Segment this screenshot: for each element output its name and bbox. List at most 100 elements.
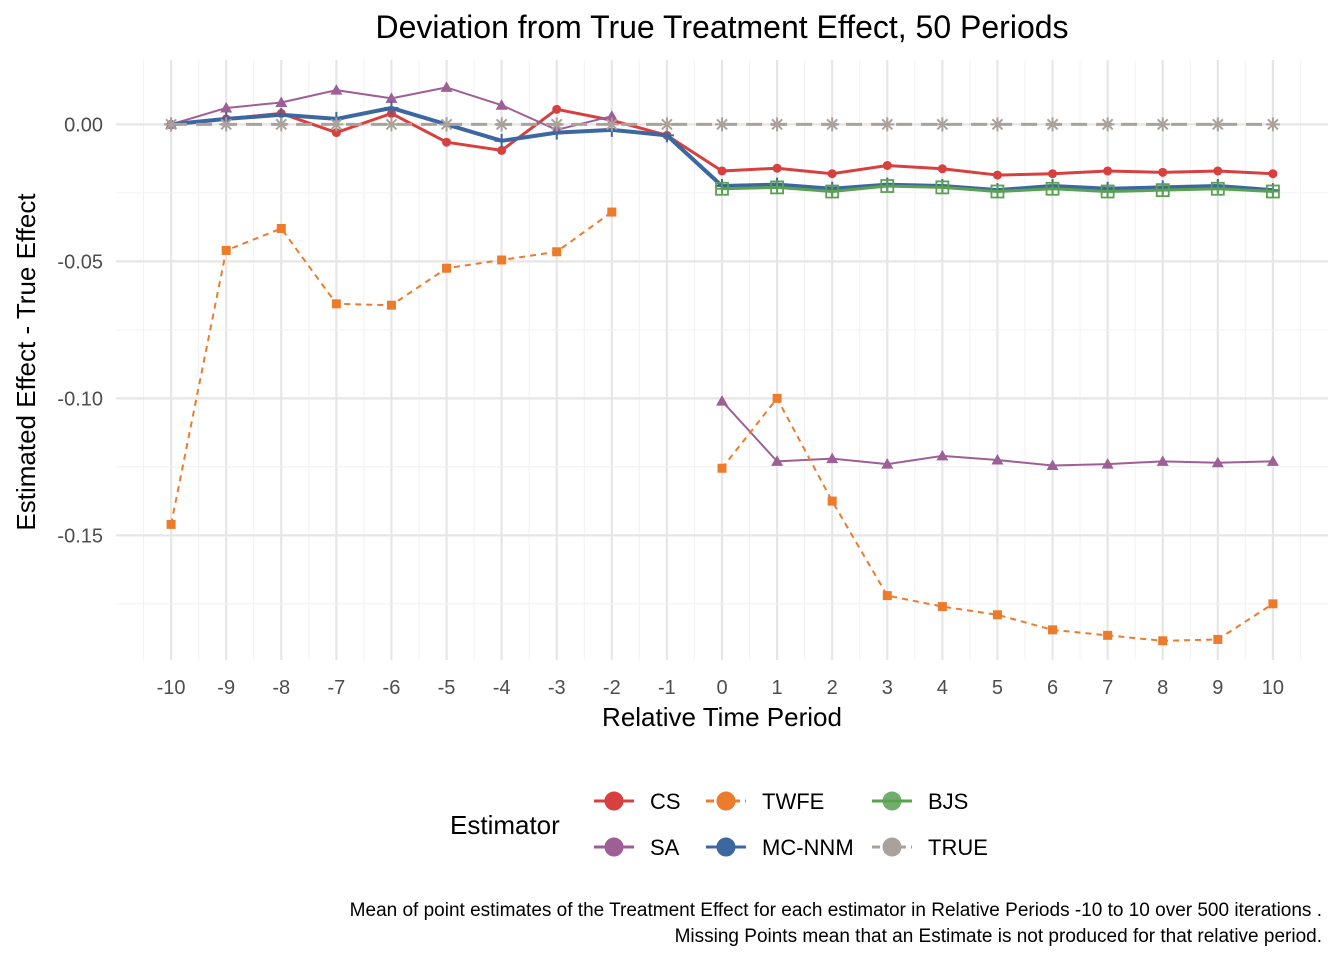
data-point: [219, 117, 234, 132]
x-tick-label: -9: [217, 677, 235, 699]
y-tick-label: -0.10: [57, 388, 103, 410]
data-point: [329, 117, 344, 132]
x-tick-label: 1: [772, 677, 783, 699]
x-tick-label: -8: [272, 677, 290, 699]
x-tick-label: 0: [716, 677, 727, 699]
x-tick-label: -3: [548, 677, 566, 699]
legend-item-cs: CS: [594, 789, 681, 814]
data-point: [166, 519, 176, 529]
x-tick-label: -7: [327, 677, 345, 699]
data-point: [1210, 117, 1225, 132]
chart-title: Deviation from True Treatment Effect, 50…: [375, 9, 1068, 45]
data-point: [494, 133, 509, 148]
data-point: [220, 101, 233, 113]
x-tick-label: -1: [658, 677, 676, 699]
data-point: [1046, 459, 1059, 470]
data-point: [442, 137, 452, 147]
legend-title: Estimator: [450, 810, 560, 840]
legend-item-mc-nnm: MC-NNM: [706, 835, 854, 860]
x-axis-title: Relative Time Period: [602, 702, 842, 732]
data-point: [442, 263, 452, 273]
data-point: [221, 245, 231, 255]
data-point: [276, 223, 286, 233]
y-tick-label: -0.05: [57, 251, 103, 273]
legend-label: BJS: [928, 789, 968, 814]
data-point: [549, 117, 564, 132]
data-point: [494, 117, 509, 132]
x-tick-label: 8: [1157, 677, 1168, 699]
data-point: [330, 84, 343, 95]
data-point: [771, 455, 784, 466]
legend-label: TWFE: [762, 789, 824, 814]
data-point: [439, 117, 454, 132]
legend-item-twfe: TWFE: [706, 789, 824, 814]
caption: Mean of point estimates of the Treatment…: [350, 900, 1322, 947]
data-point: [497, 145, 507, 155]
legend-label: MC-NNM: [762, 835, 854, 860]
data-point: [440, 81, 453, 92]
x-tick-label: -4: [493, 677, 511, 699]
data-point: [607, 207, 617, 217]
data-point: [1103, 630, 1113, 640]
data-point: [1266, 184, 1280, 199]
data-point: [716, 395, 728, 406]
data-point: [882, 160, 892, 170]
data-point: [605, 110, 618, 121]
x-tick-label: -10: [157, 677, 186, 699]
data-point: [275, 96, 288, 107]
data-point: [1103, 166, 1113, 176]
data-point: [826, 452, 839, 464]
data-point: [1213, 166, 1223, 176]
data-point: [1213, 634, 1223, 644]
data-point: [936, 449, 949, 461]
data-point: [827, 496, 837, 506]
data-point: [552, 104, 562, 114]
data-point: [1210, 181, 1225, 196]
data-point: [495, 99, 508, 110]
data-point: [827, 169, 837, 179]
data-point: [935, 117, 950, 132]
data-point: [880, 117, 895, 132]
data-point: [880, 179, 895, 193]
data-point: [772, 393, 782, 403]
series-true: [164, 117, 1280, 132]
data-point: [715, 181, 729, 196]
data-point: [1158, 167, 1168, 177]
data-point: [772, 163, 782, 173]
series-cs: [166, 104, 1278, 180]
data-point: [386, 300, 396, 310]
data-point: [937, 164, 947, 174]
x-tick-label: 5: [992, 677, 1003, 699]
x-tick-label: 2: [827, 677, 838, 699]
legend-label: TRUE: [928, 835, 988, 860]
data-point: [992, 610, 1002, 620]
data-point: [1100, 184, 1115, 199]
legend-item-sa: SA: [594, 835, 680, 860]
data-point: [937, 602, 947, 612]
data-point: [1100, 117, 1115, 132]
x-tick-label: 3: [882, 677, 893, 699]
x-tick-label: 6: [1047, 677, 1058, 699]
x-tick-label: 7: [1102, 677, 1113, 699]
y-axis-title: Estimated Effect - True Effect: [11, 193, 41, 531]
data-point: [659, 117, 674, 132]
data-point: [1268, 169, 1278, 179]
data-point: [935, 180, 950, 195]
series-bjs: [715, 179, 1280, 199]
series-layer: [164, 81, 1280, 646]
data-point: [990, 117, 1005, 132]
x-tick-label: -5: [438, 677, 456, 699]
data-point: [770, 180, 784, 195]
data-point: [552, 247, 562, 257]
data-point: [825, 184, 840, 199]
series-sa: [165, 81, 1279, 470]
axis-ticks: -10 -9 -8 -7 -6 -5 -4 -3 -2 -1 0 1 2 3 4 5 6 7 8 9 100.00-0.…: [57, 114, 1284, 699]
data-point: [882, 591, 892, 601]
data-point: [825, 117, 840, 132]
data-point: [331, 128, 341, 138]
data-point: [1155, 117, 1170, 132]
data-point: [331, 299, 341, 309]
data-point: [497, 255, 507, 265]
grid: [116, 60, 1328, 660]
